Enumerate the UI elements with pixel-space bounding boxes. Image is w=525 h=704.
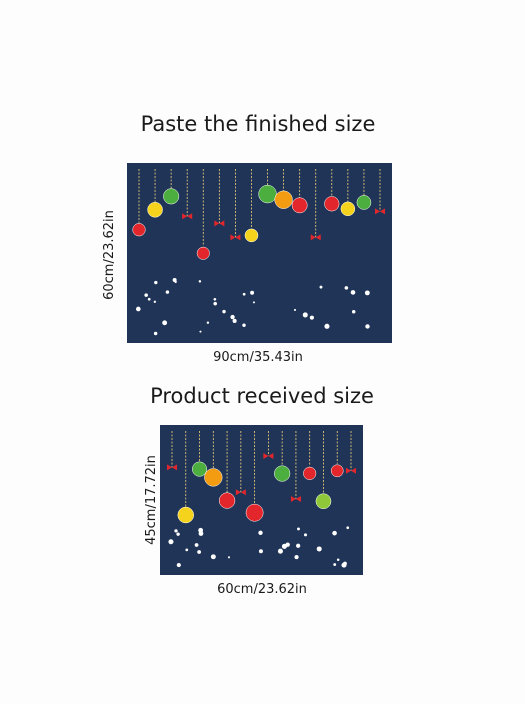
snow xyxy=(174,529,178,533)
bow xyxy=(230,234,241,241)
ornament xyxy=(218,492,236,509)
bow xyxy=(235,489,246,496)
snow xyxy=(185,548,189,552)
bow xyxy=(290,496,301,503)
decorations xyxy=(132,169,385,568)
snow xyxy=(341,562,347,568)
ornament xyxy=(315,493,332,510)
snow xyxy=(135,306,141,312)
ornament xyxy=(330,464,344,478)
snow xyxy=(258,530,263,535)
ornament xyxy=(291,197,308,214)
snow xyxy=(147,297,151,301)
snow xyxy=(242,292,246,296)
finished-height: 60cm/23.62in xyxy=(102,210,117,300)
snow xyxy=(213,297,217,301)
snow xyxy=(197,550,202,554)
snow xyxy=(168,539,174,545)
ornament xyxy=(245,503,264,522)
snow xyxy=(172,278,177,283)
snow xyxy=(227,556,231,559)
snow xyxy=(162,320,168,326)
snow xyxy=(144,293,148,297)
bow xyxy=(375,208,385,215)
snow xyxy=(297,527,300,531)
bow xyxy=(182,213,193,220)
received-title: Product received size xyxy=(150,384,374,408)
snow xyxy=(206,321,210,324)
snow xyxy=(350,290,356,295)
snow xyxy=(199,330,202,333)
ornament xyxy=(244,228,259,243)
snow xyxy=(336,558,340,561)
snow xyxy=(250,290,255,295)
snow xyxy=(364,290,370,296)
snow xyxy=(258,549,263,554)
ornament xyxy=(177,506,194,524)
snow xyxy=(346,526,350,530)
snow xyxy=(222,309,226,314)
snow xyxy=(232,318,237,324)
snow xyxy=(365,324,370,329)
snow xyxy=(324,323,330,329)
snow xyxy=(210,554,216,560)
snow xyxy=(176,532,180,536)
snow xyxy=(296,543,301,548)
snow xyxy=(176,562,181,568)
ornament xyxy=(204,468,223,487)
ornament xyxy=(163,188,180,205)
snow xyxy=(309,315,314,320)
ornament xyxy=(303,466,317,480)
ornament xyxy=(258,184,277,204)
snow xyxy=(277,548,283,554)
ornament xyxy=(196,246,210,260)
snow xyxy=(319,285,323,289)
snow xyxy=(242,323,246,327)
snow xyxy=(153,300,157,303)
snow xyxy=(165,290,170,294)
finished-title: Paste the finished size xyxy=(141,112,376,136)
ornament xyxy=(274,190,293,209)
ornament xyxy=(340,201,356,217)
ornament xyxy=(147,201,163,218)
bow xyxy=(310,234,321,241)
snow xyxy=(316,546,322,552)
snow xyxy=(344,286,349,290)
snow xyxy=(194,543,199,547)
snow xyxy=(213,301,218,306)
snow xyxy=(198,531,204,536)
snow xyxy=(351,309,356,314)
ornament xyxy=(191,461,208,477)
snow xyxy=(332,530,337,536)
snow xyxy=(333,563,337,566)
bow xyxy=(346,467,356,474)
received-width: 60cm/23.62in xyxy=(217,582,307,597)
snow xyxy=(252,301,255,304)
ornament xyxy=(274,465,291,482)
snow xyxy=(294,554,299,560)
bow xyxy=(214,220,225,227)
snow xyxy=(281,543,287,549)
snow xyxy=(154,280,158,285)
snow xyxy=(230,314,235,320)
snow xyxy=(198,280,202,283)
snow xyxy=(293,308,297,311)
finished-width: 90cm/35.43in xyxy=(213,350,303,365)
received-height: 45cm/17.72in xyxy=(144,455,159,545)
ornament xyxy=(132,223,146,237)
snow xyxy=(153,331,158,336)
bow xyxy=(167,464,177,471)
ornament xyxy=(324,196,340,212)
ornament xyxy=(356,195,372,210)
snow xyxy=(303,533,308,537)
snow xyxy=(302,312,308,318)
bow xyxy=(263,452,274,459)
